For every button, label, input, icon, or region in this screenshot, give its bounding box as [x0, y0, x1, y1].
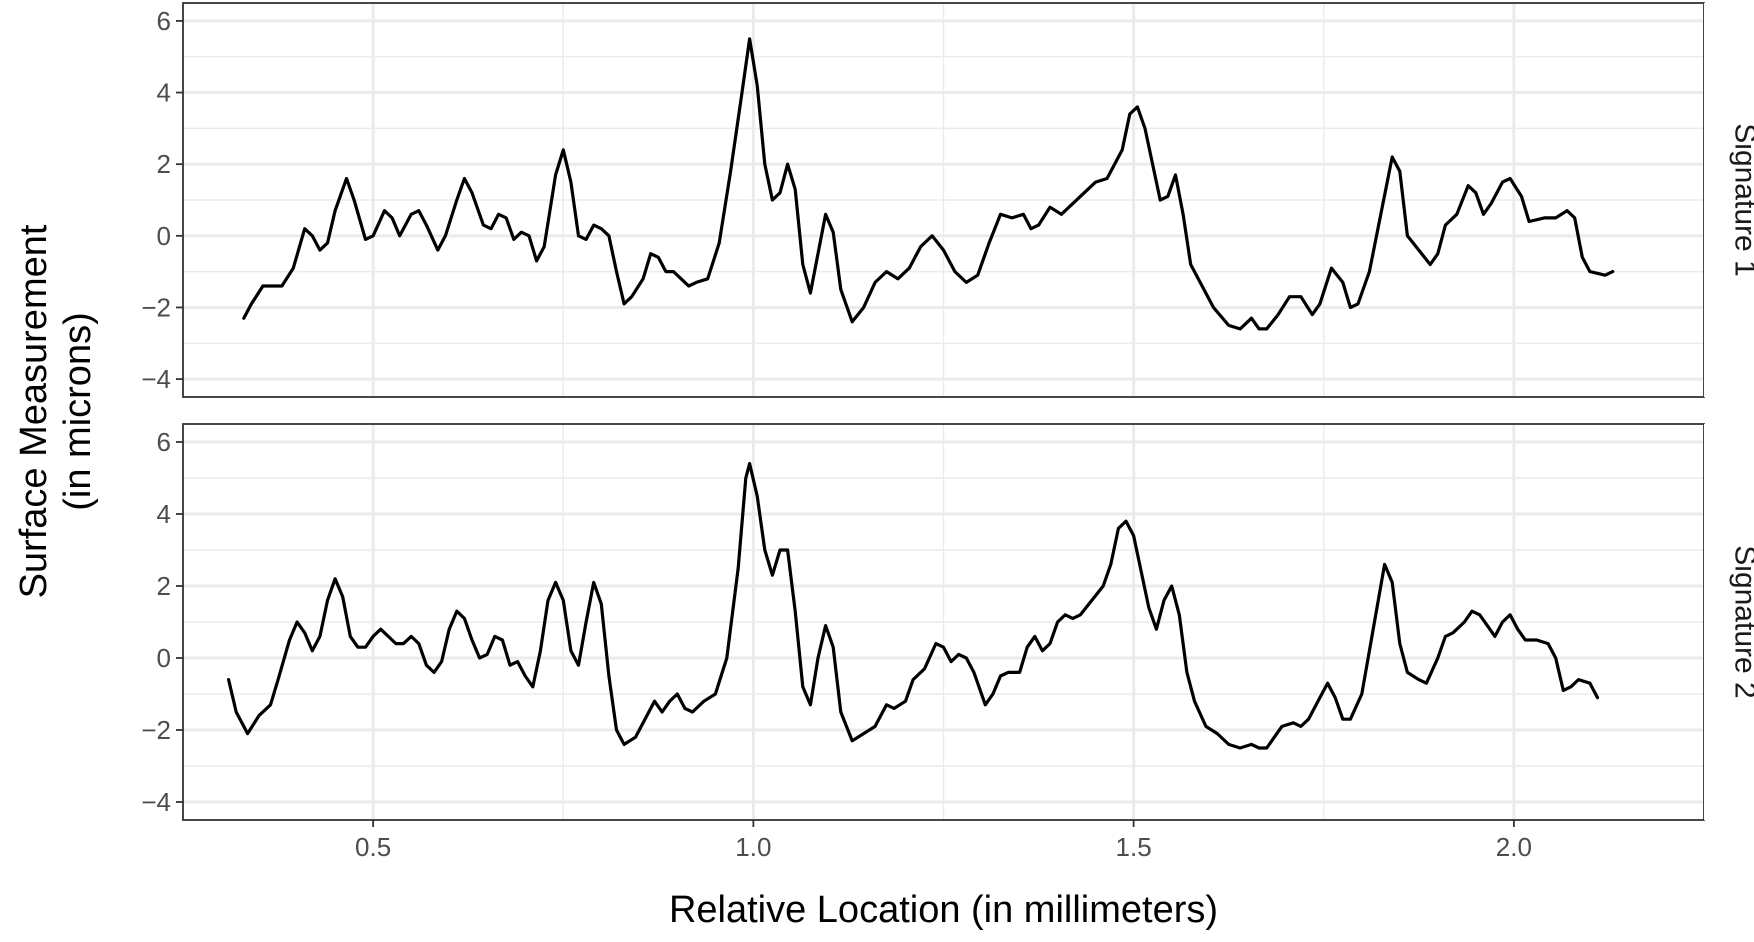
x-tick-label: 0.5	[355, 832, 391, 862]
y-tick-label: 6	[157, 427, 171, 457]
y-tick-label: 6	[157, 6, 171, 36]
y-tick-label: −2	[141, 292, 171, 322]
x-tick-label: 1.0	[735, 832, 771, 862]
y-tick-label: 0	[157, 643, 171, 673]
y-axis-title-line: Surface Measurement	[13, 224, 55, 598]
y-tick-label: 2	[157, 571, 171, 601]
y-tick-label: −4	[141, 364, 171, 394]
x-tick-label: 1.5	[1116, 832, 1152, 862]
y-tick-label: −2	[141, 715, 171, 745]
facet-label-signature-2: Signature 2	[1729, 545, 1754, 698]
y-tick-label: 2	[157, 149, 171, 179]
x-tick-label: 2.0	[1496, 832, 1532, 862]
facet-label-signature-1: Signature 1	[1729, 123, 1754, 276]
panel-signature-2: −4 −2 0 2 4 6 Signature 2	[141, 424, 1754, 820]
y-axis-title: Surface Measurement(in microns)	[13, 224, 99, 598]
y-tick-label: −4	[141, 787, 171, 817]
panel-signature-1: −4 −2 0 2 4 6 Signature 1	[141, 3, 1754, 397]
x-axis-title: Relative Location (in millimeters)	[669, 889, 1218, 931]
y-axis-title-line: (in microns)	[57, 312, 99, 510]
y-tick-label: 0	[157, 221, 171, 251]
y-tick-label: 4	[157, 78, 171, 108]
y-tick-label: 4	[157, 499, 171, 529]
